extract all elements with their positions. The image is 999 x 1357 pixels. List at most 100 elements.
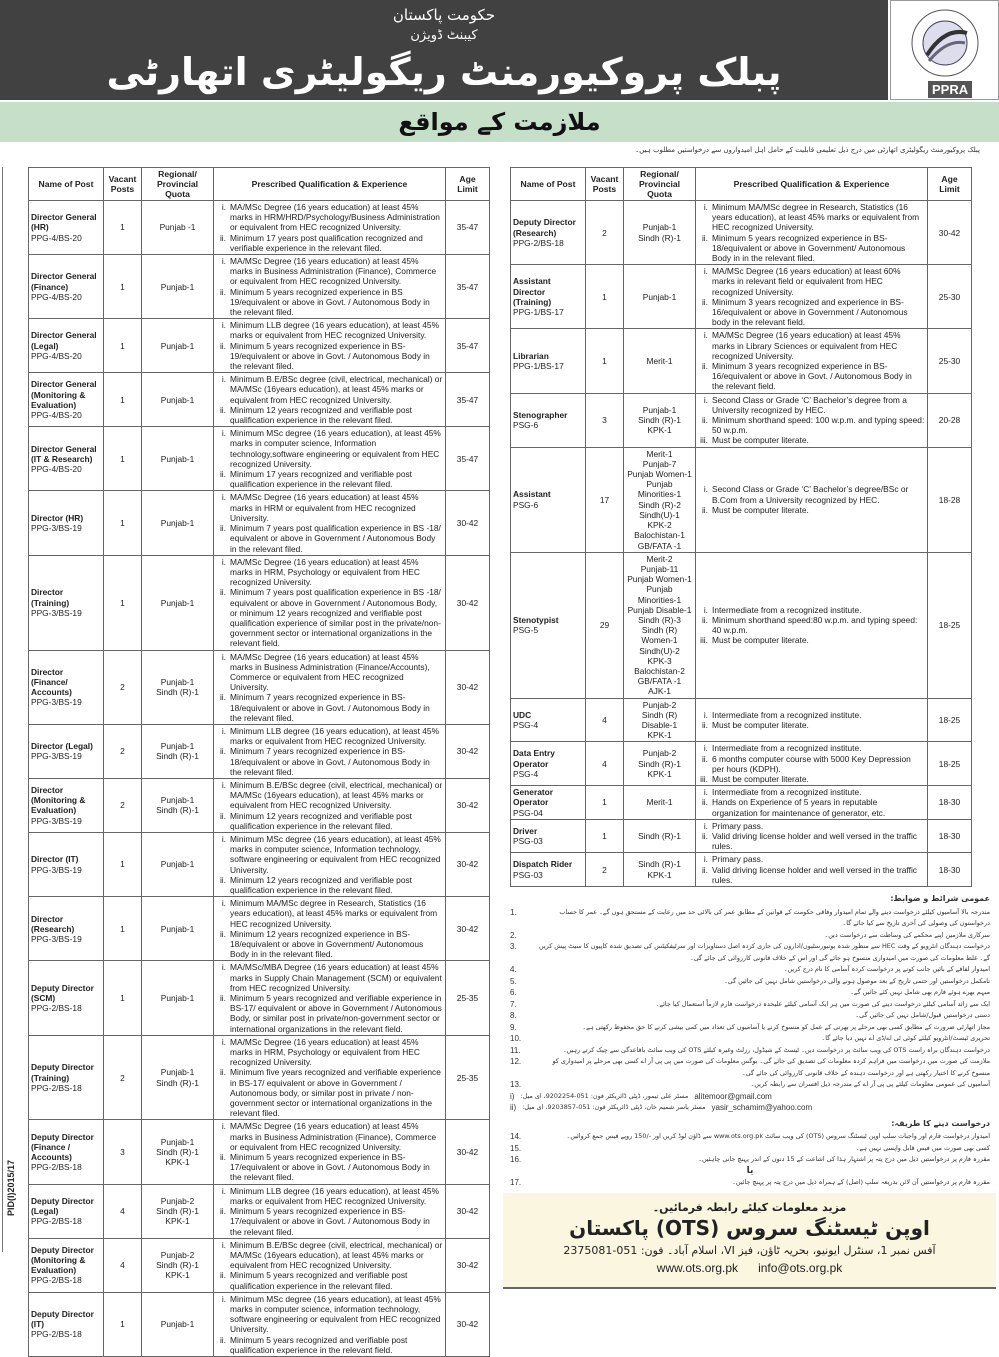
post-name: Director General (IT & Research) PPG-4/BS-… xyxy=(28,426,104,492)
qualification: i. MA/MSc Degree (16 years education) at … xyxy=(213,490,446,556)
age-limit: 25-30 xyxy=(927,264,972,330)
item-numeral: ii. xyxy=(219,1067,226,1078)
term-item: آسامیوں کی عمومی معلومات کیلئے پی پی آر … xyxy=(510,1079,990,1091)
quota-item: Punjab-1 xyxy=(642,291,677,302)
qualification: i. Primary pass. ii. Valid driving license … xyxy=(695,818,928,854)
age-limit: 30-42 xyxy=(927,199,972,266)
quota: Punjab-1 xyxy=(623,264,696,330)
quota-item: Sindh (R)-1 xyxy=(156,1077,199,1088)
age-limit: 18-30 xyxy=(927,818,972,854)
item-numeral: i. xyxy=(221,962,226,973)
qualification: i. Minimum MSc degree (16 years education… xyxy=(213,831,446,898)
age-limit: 30-42 xyxy=(445,1237,490,1293)
post-grade: PPG-2/BS-18 xyxy=(31,1082,82,1093)
ots-email-link[interactable]: info@ots.org.pk xyxy=(758,1260,843,1275)
column-header-name: Name of Post xyxy=(510,167,586,201)
quota: Punjab-1 xyxy=(141,554,214,651)
item-text: Minimum 12 years recognized experience i… xyxy=(230,928,424,960)
item-numeral: i. xyxy=(221,725,226,736)
quota-item: Punjab Disable-1 xyxy=(627,604,692,615)
table-row: Deputy Director (Finance / Accounts) PPG-2/… xyxy=(28,1119,490,1185)
quota-item: Punjab-1 xyxy=(642,222,677,233)
column-header-age: Age Limit xyxy=(445,167,490,201)
item-numeral: i. xyxy=(221,374,226,385)
item-numeral: ii. xyxy=(219,404,226,415)
quota: Punjab-2 Sindh (R)-1 KPK-1 xyxy=(623,741,696,787)
quota-item: Sindh (R)-1 xyxy=(156,1146,199,1157)
term-text: مندرجہ بالا آسامیوں کیلئے درخواست دینے و… xyxy=(559,907,990,928)
item-text: Minimum MA/MSc degree in Research, Stati… xyxy=(712,202,920,233)
age-limit: 18-30 xyxy=(927,785,972,820)
post-grade: PPG-3/BS-19 xyxy=(31,523,82,534)
qualification-item: i. Intermediate from a recognized institu… xyxy=(698,743,925,753)
item-numeral: ii. xyxy=(701,296,708,307)
age-limit: 18-25 xyxy=(927,551,972,699)
post-grade: PSG-6 xyxy=(513,420,539,431)
term-text: امیدوار درخواست فارم اور واجبات سلپ اوپن… xyxy=(566,1132,990,1140)
item-numeral: ii. xyxy=(219,1206,226,1217)
table-row: Deputy Director (Legal) PPG-2/BS-18 4 Punjab… xyxy=(28,1183,490,1239)
item-numeral: i. xyxy=(221,556,226,567)
post-title: Director xyxy=(31,666,64,677)
item-numeral: i. xyxy=(221,833,226,844)
post-grade: PPG-4/BS-20 xyxy=(31,291,82,302)
column-header-quota: Regional/ Provincial Quota xyxy=(623,167,696,201)
qualification-item: i. MA/MSc Degree (16 years education) at … xyxy=(216,1121,443,1152)
qualification-item: i. MA/MSc Degree (16 years education) at … xyxy=(216,1037,443,1068)
qualification: i. MA/MSc Degree (16 years education) at … xyxy=(695,264,928,330)
qualification-item: i. Minimum LLB degree (16 years education… xyxy=(216,726,443,746)
item-numeral: ii. xyxy=(219,928,226,939)
post-title: Director General xyxy=(31,212,97,223)
quota-item: Punjab-1 xyxy=(642,404,677,415)
post-name: Deputy Director (Training) PPG-2/BS-18 xyxy=(28,1034,104,1121)
post-title: Director General xyxy=(31,330,97,341)
term-text: مجاز اتھارٹی ضرورت کے مطابق کسی بھی مرحل… xyxy=(582,1022,990,1031)
term-number: 13. xyxy=(510,1080,522,1089)
term-number: 5. xyxy=(510,976,517,986)
qualification-item: ii. Minimum 7 years recognized experience… xyxy=(216,692,443,723)
table-row: Assistant Director (Training) PPG-1/BS-17 1… xyxy=(510,264,972,330)
post-grade: PSG-4 xyxy=(513,719,539,730)
item-text: Minimum 17 years post qualification reco… xyxy=(230,232,423,253)
post-grade: PPG-1/BS-17 xyxy=(513,361,564,372)
post-name: Director (Legal) PPG-3/BS-19 xyxy=(28,723,104,779)
qualification-item: ii. Minimum 5 years recognized and verifi… xyxy=(216,993,443,1034)
item-numeral: ii. xyxy=(701,361,708,372)
table-row: Data Entry Operator PSG-4 4 Punjab-2 Sindh (R… xyxy=(510,741,972,787)
item-numeral: i. xyxy=(221,779,226,790)
item-text: Minimum 5 years recognized and verifiabl… xyxy=(230,1334,408,1355)
age-limit: 25-30 xyxy=(927,328,972,394)
post-title: Operator xyxy=(513,797,549,808)
post-grade: PPG-2/BS-18 xyxy=(31,1216,82,1227)
qualification-item: i. Minimum MSc degree (16 years education… xyxy=(216,428,443,469)
quota-item: Sindh (R)-1 xyxy=(638,232,681,243)
item-numeral: ii. xyxy=(219,523,226,534)
quota-item: Punjab-1 xyxy=(160,340,195,351)
contact-email[interactable]: alitemoor@gmail.com xyxy=(694,1091,772,1101)
qualification-item: ii. Valid driving license holder and well… xyxy=(698,865,925,885)
item-text: Must be computer literate. xyxy=(712,773,809,784)
term-text: مقررہ فارم پر درخواستیں ذیل میں درج پتہ … xyxy=(698,1155,990,1163)
vacant-posts: 1 xyxy=(103,426,142,492)
qualification: i. Minimum MSc degree (16 years education… xyxy=(213,1291,446,1357)
table-row: Director General (IT & Research) PPG-4/BS-… xyxy=(28,426,490,492)
item-numeral: ii. xyxy=(219,469,226,480)
quota-item: Punjab-1 xyxy=(160,1136,195,1147)
term-number: 1. xyxy=(510,907,517,917)
quota-item: Punjab Minorities-1 xyxy=(637,584,682,605)
item-text: Must be computer literate. xyxy=(712,635,809,646)
ppra-emblem-icon xyxy=(911,9,979,77)
column-header-vacant: Vacant Posts xyxy=(585,167,624,201)
header-row: Name of Post Vacant Posts Regional/ Provin… xyxy=(510,167,972,201)
item-text: Minimum 12 years recognized and verifiab… xyxy=(230,810,413,831)
authority-title: پبلک پروکیورمنٹ ریگولیٹری اتھارٹی xyxy=(106,50,782,94)
post-name: Director (HR) PPG-3/BS-19 xyxy=(28,490,104,556)
contact-number: ii) xyxy=(510,1103,517,1112)
contact-email[interactable]: yasir_schamim@yahoo.com xyxy=(711,1103,813,1112)
post-title: Evaluation) xyxy=(31,1265,77,1276)
post-title: Assistant xyxy=(513,489,551,500)
table-row: Director (Training) PPG-3/BS-19 1 Punjab-1 i… xyxy=(28,554,490,651)
vacant-posts: 1 xyxy=(585,328,624,394)
qualification: i. Intermediate from a recognized institu… xyxy=(695,785,928,820)
ots-website-link[interactable]: www.ots.org.pk xyxy=(656,1260,739,1275)
